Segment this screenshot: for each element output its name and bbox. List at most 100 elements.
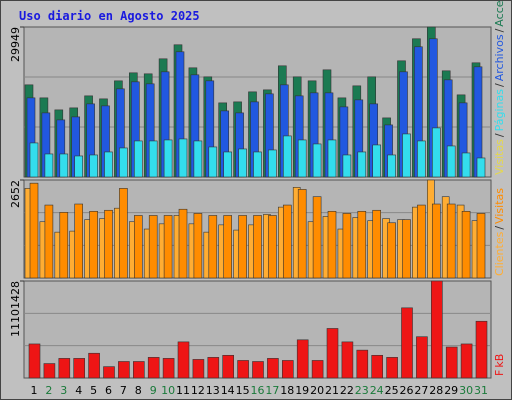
bar bbox=[461, 152, 471, 178]
x-tick-label: 5 bbox=[90, 384, 97, 397]
bar bbox=[192, 359, 205, 379]
bar bbox=[119, 188, 128, 279]
bar bbox=[312, 143, 322, 178]
x-tick-label: 17 bbox=[265, 384, 279, 397]
bar bbox=[207, 357, 220, 379]
legend-separator: / bbox=[493, 226, 506, 230]
bar bbox=[475, 320, 488, 379]
x-tick-label: 16 bbox=[251, 384, 265, 397]
legend-entry: Accesos bbox=[493, 0, 506, 27]
bar bbox=[401, 307, 413, 379]
x-tick-label: 25 bbox=[385, 384, 399, 397]
bar bbox=[327, 210, 337, 279]
legend-entry: Visitas bbox=[493, 188, 506, 224]
bar bbox=[446, 203, 456, 279]
bar bbox=[402, 133, 411, 178]
bar bbox=[372, 144, 382, 178]
x-tick-label: 13 bbox=[206, 384, 220, 397]
x-tick-label: 10 bbox=[161, 384, 175, 397]
bar bbox=[282, 204, 292, 279]
bar bbox=[342, 213, 352, 279]
bar bbox=[238, 215, 247, 279]
bar bbox=[371, 354, 384, 379]
bar bbox=[134, 215, 143, 279]
bar bbox=[417, 140, 426, 178]
x-tick-label: 28 bbox=[429, 384, 443, 397]
y-tick-label: 11101428 bbox=[9, 281, 22, 337]
x-tick-label: 23 bbox=[355, 384, 369, 397]
x-tick-label: 20 bbox=[310, 384, 324, 397]
bar bbox=[357, 151, 367, 178]
bar bbox=[342, 154, 352, 178]
bar bbox=[193, 213, 203, 279]
bar bbox=[58, 358, 71, 379]
legend: FkB bbox=[493, 354, 506, 376]
bar bbox=[178, 208, 188, 279]
bar bbox=[222, 354, 234, 379]
x-tick-label: 19 bbox=[295, 384, 309, 397]
x-tick-label: 15 bbox=[236, 384, 250, 397]
x-tick-label: 12 bbox=[191, 384, 205, 397]
bar bbox=[387, 222, 396, 279]
legend-entry: Clientes bbox=[493, 231, 506, 276]
bar bbox=[103, 366, 115, 379]
bar bbox=[238, 148, 247, 178]
legend: Visitas/Páginas/Archivos/Accesos bbox=[493, 0, 506, 175]
bar bbox=[296, 339, 309, 379]
bar bbox=[119, 147, 128, 178]
bar bbox=[416, 336, 428, 379]
bar bbox=[267, 358, 279, 379]
bar bbox=[476, 157, 486, 178]
legend: Clientes/ Visitas bbox=[493, 188, 506, 276]
bar bbox=[44, 204, 54, 279]
chart-title: Uso diario en Agosto 2025 bbox=[19, 9, 200, 23]
bar bbox=[148, 140, 158, 178]
bar bbox=[387, 154, 396, 178]
bar bbox=[356, 349, 369, 379]
x-tick-label: 7 bbox=[120, 384, 127, 397]
legend-entry: Visitas bbox=[493, 139, 506, 175]
x-tick-label: 27 bbox=[414, 384, 428, 397]
bar bbox=[237, 360, 249, 379]
bar bbox=[431, 203, 441, 279]
x-tick-label: 9 bbox=[150, 384, 157, 397]
bar bbox=[118, 361, 130, 379]
bar bbox=[252, 361, 264, 379]
x-tick-label: 30 bbox=[459, 384, 473, 397]
bar bbox=[74, 203, 83, 279]
x-tick-label: 22 bbox=[340, 384, 354, 397]
x-tick-label: 26 bbox=[400, 384, 414, 397]
bar bbox=[402, 219, 411, 279]
bar bbox=[253, 215, 262, 279]
bar bbox=[311, 360, 324, 379]
bar bbox=[29, 182, 39, 279]
bar bbox=[446, 145, 456, 178]
bar bbox=[357, 210, 367, 279]
bar bbox=[44, 153, 54, 178]
bar bbox=[445, 346, 458, 379]
x-tick-label: 2 bbox=[45, 384, 52, 397]
bar bbox=[223, 151, 232, 178]
bar bbox=[163, 215, 173, 279]
x-tick-label: 1 bbox=[31, 384, 38, 397]
bar bbox=[460, 343, 473, 379]
x-tick-label: 6 bbox=[105, 384, 112, 397]
x-tick-label: 29 bbox=[444, 384, 458, 397]
bar bbox=[133, 361, 145, 379]
bar bbox=[268, 215, 277, 279]
bar bbox=[134, 140, 143, 178]
x-tick-label: 24 bbox=[370, 384, 384, 397]
x-tick-label: 8 bbox=[135, 384, 142, 397]
bar bbox=[177, 341, 190, 379]
bar bbox=[29, 142, 39, 178]
bar bbox=[89, 210, 98, 279]
legend-entry: kB bbox=[493, 354, 506, 368]
y-tick-label: 29949 bbox=[9, 27, 22, 62]
bar bbox=[297, 139, 307, 178]
x-tick-label: 14 bbox=[221, 384, 235, 397]
bar bbox=[431, 127, 441, 178]
bar bbox=[268, 149, 277, 178]
bar bbox=[312, 196, 322, 279]
bar bbox=[162, 358, 175, 379]
bar bbox=[223, 215, 232, 279]
